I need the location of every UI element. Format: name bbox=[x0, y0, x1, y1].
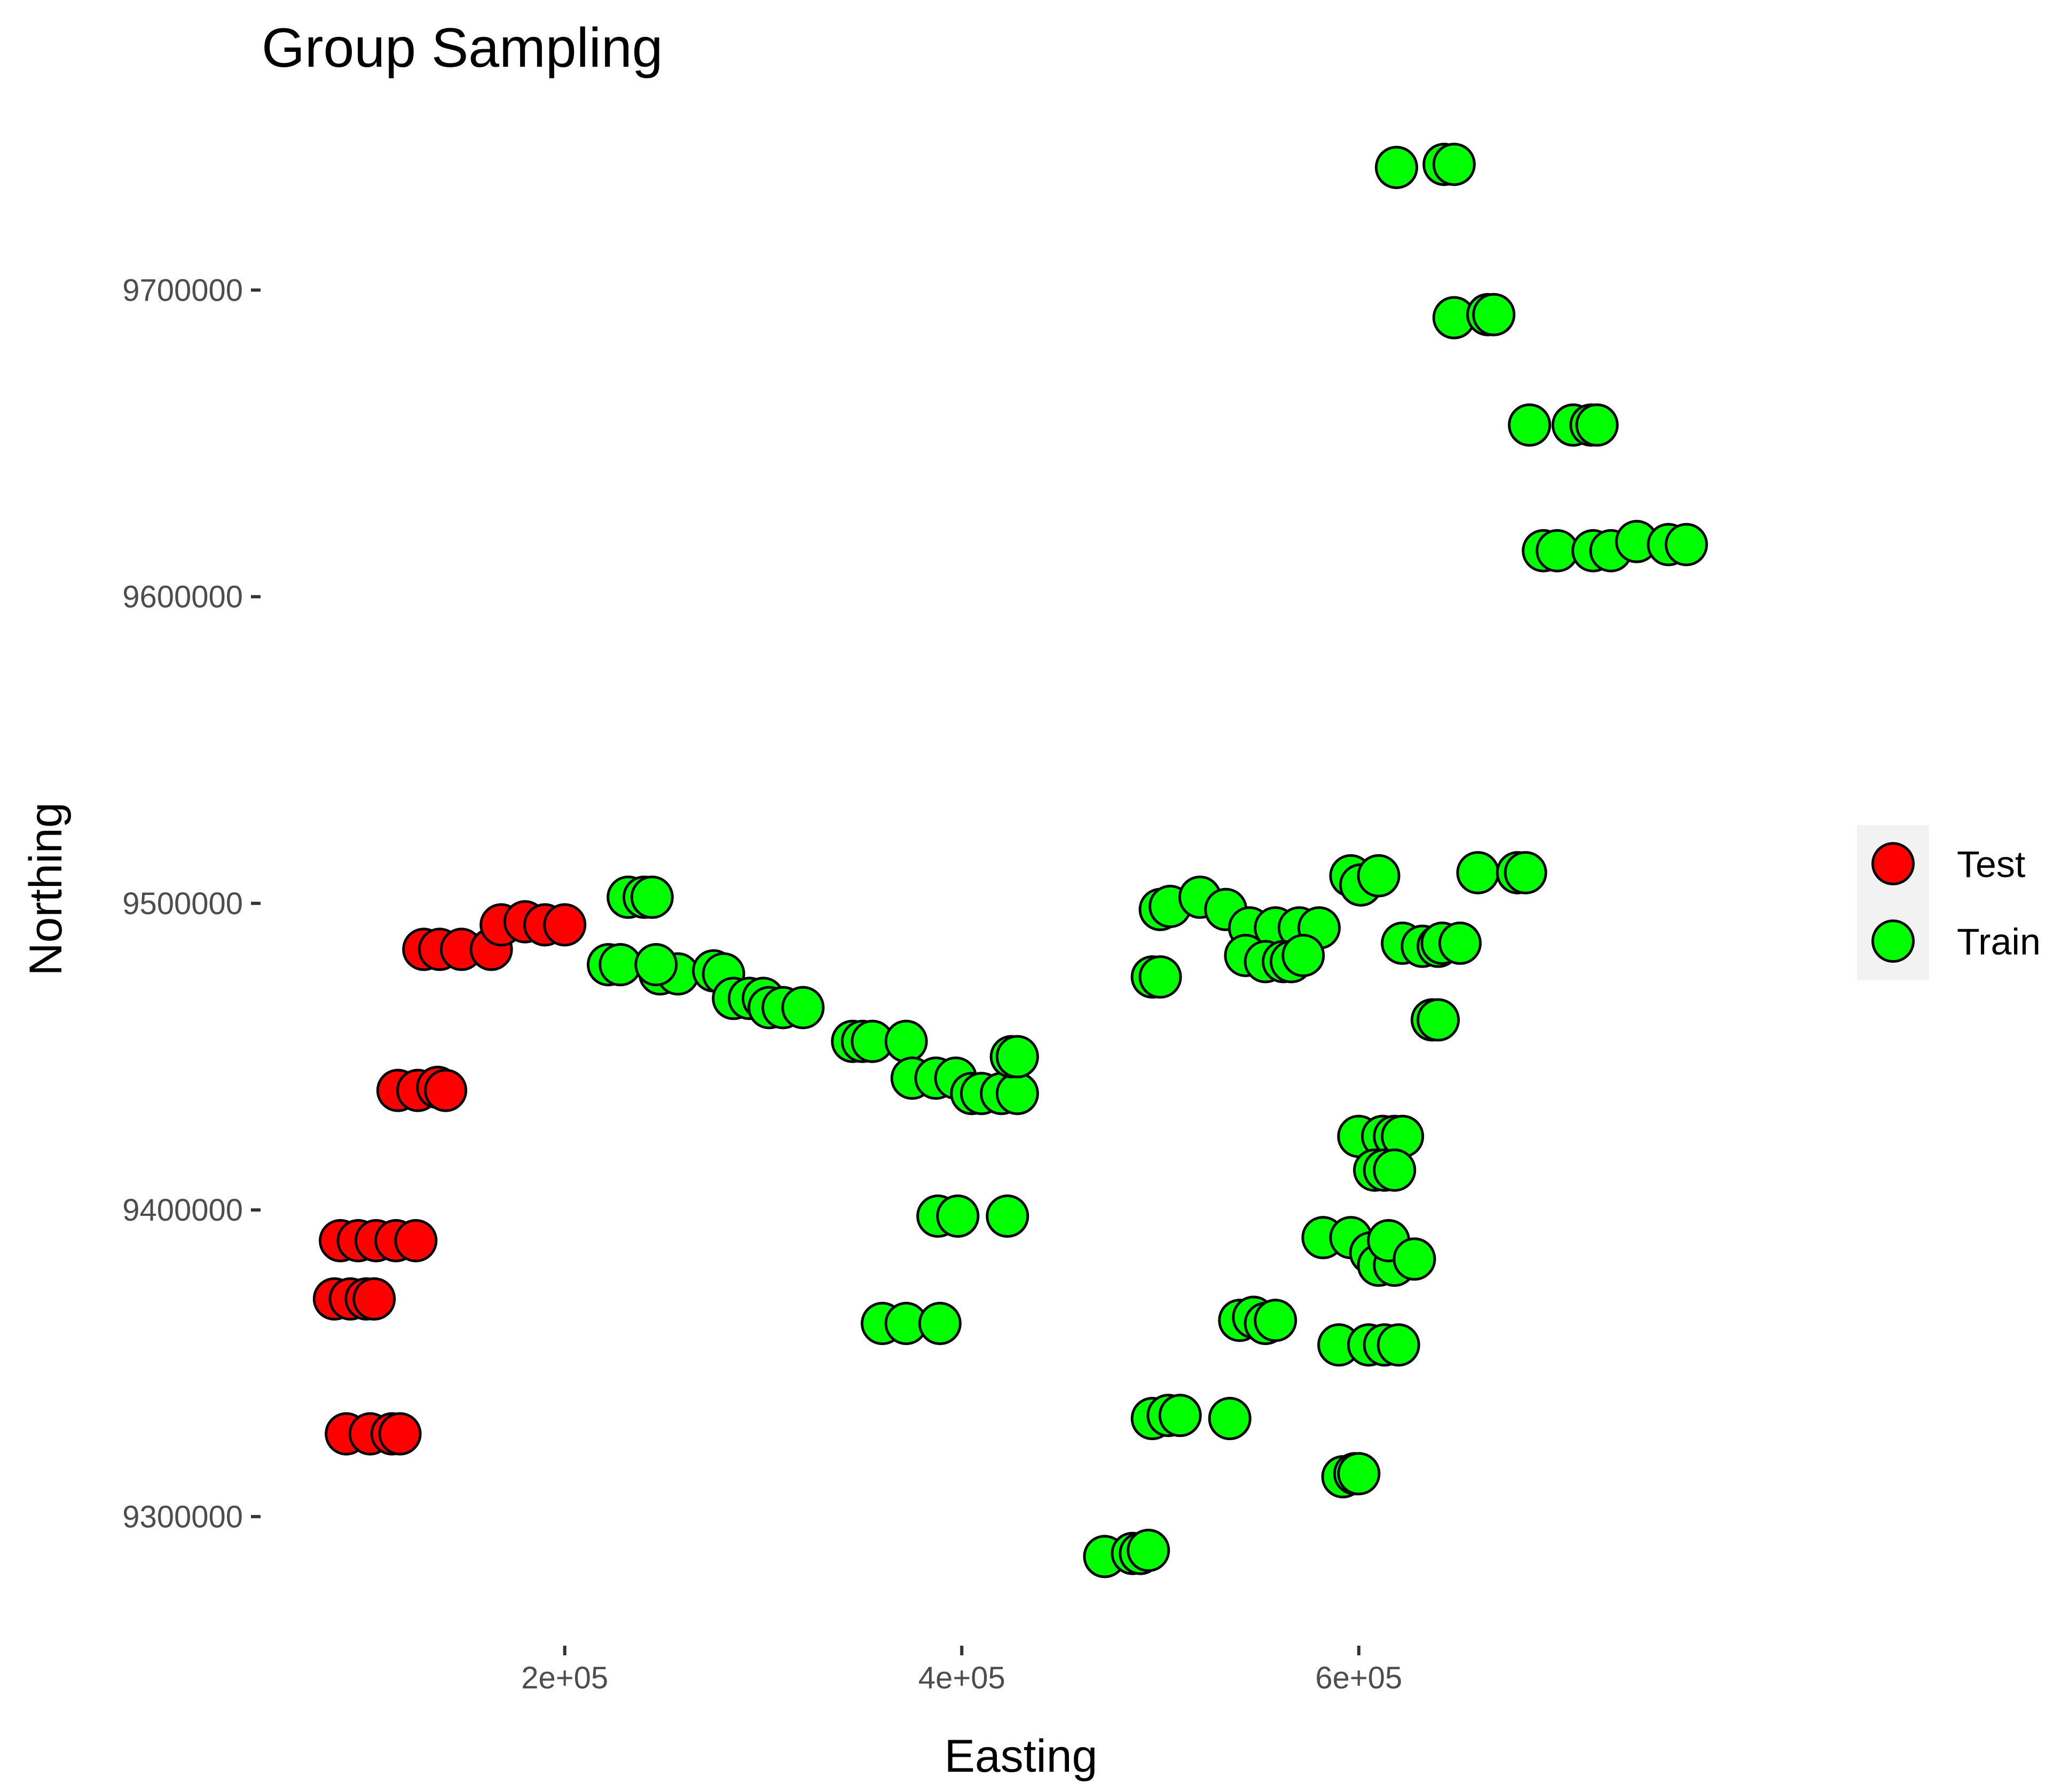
y-axis-title: Northing bbox=[20, 802, 72, 976]
data-point-train bbox=[1508, 403, 1552, 447]
data-point-train bbox=[1456, 851, 1500, 894]
y-tick-label: 9700000 bbox=[122, 273, 243, 308]
x-tick-label: 6e+05 bbox=[1315, 1661, 1402, 1695]
data-point-train bbox=[1664, 523, 1708, 567]
data-point-train bbox=[781, 986, 825, 1029]
data-point-train bbox=[1373, 1148, 1417, 1192]
legend-key-test bbox=[1871, 842, 1915, 885]
data-point-train bbox=[1357, 854, 1401, 898]
data-point-train bbox=[1254, 1299, 1297, 1342]
data-point-train bbox=[1417, 998, 1460, 1042]
x-axis: 2e+05 4e+05 6e+05 bbox=[521, 1646, 1402, 1695]
y-tick-label: 9400000 bbox=[122, 1193, 243, 1228]
data-point-train bbox=[1375, 146, 1419, 190]
data-point-train bbox=[986, 1194, 1029, 1238]
x-tick-label: 4e+05 bbox=[918, 1661, 1005, 1695]
data-point-test bbox=[378, 1412, 422, 1456]
y-tick-label: 9600000 bbox=[122, 580, 243, 615]
data-point-test bbox=[543, 903, 587, 947]
y-axis: 9300000 9400000 9500000 9600000 9700000 bbox=[122, 273, 261, 1534]
data-point-train bbox=[995, 1072, 1039, 1115]
legend: Test Train bbox=[1857, 825, 2041, 980]
plot-title: Group Sampling bbox=[262, 17, 663, 79]
points-layer bbox=[312, 143, 1708, 1578]
data-point-train bbox=[1337, 1452, 1381, 1496]
y-tick-label: 9500000 bbox=[122, 886, 243, 921]
data-point-train bbox=[936, 1194, 980, 1238]
data-point-test bbox=[352, 1277, 396, 1321]
data-point-train bbox=[884, 1019, 928, 1063]
data-point-train bbox=[1393, 1237, 1436, 1281]
legend-label-train: Train bbox=[1957, 921, 2041, 963]
data-point-train bbox=[1158, 1394, 1202, 1437]
legend-key-train bbox=[1871, 919, 1915, 963]
data-point-test bbox=[394, 1219, 438, 1262]
data-point-train bbox=[630, 875, 674, 919]
data-point-train bbox=[1127, 1528, 1170, 1572]
series-test bbox=[312, 900, 587, 1456]
data-point-train bbox=[1281, 933, 1325, 977]
data-point-train bbox=[1472, 293, 1516, 336]
data-point-train bbox=[1208, 1397, 1252, 1441]
data-point-test bbox=[424, 1068, 468, 1112]
series-train bbox=[586, 143, 1708, 1578]
legend-label-test: Test bbox=[1957, 844, 2025, 885]
x-tick-label: 2e+05 bbox=[521, 1661, 608, 1695]
data-point-train bbox=[995, 1035, 1039, 1079]
data-point-train bbox=[1504, 851, 1547, 894]
data-point-train bbox=[1575, 403, 1619, 447]
data-point-train bbox=[1138, 955, 1182, 999]
data-point-train bbox=[1432, 143, 1476, 186]
data-point-train bbox=[634, 943, 678, 987]
data-point-train bbox=[918, 1302, 962, 1346]
data-point-train bbox=[1376, 1323, 1420, 1367]
y-tick-label: 9300000 bbox=[122, 1499, 243, 1534]
data-point-train bbox=[1438, 921, 1482, 965]
x-axis-title: Easting bbox=[945, 1731, 1098, 1782]
